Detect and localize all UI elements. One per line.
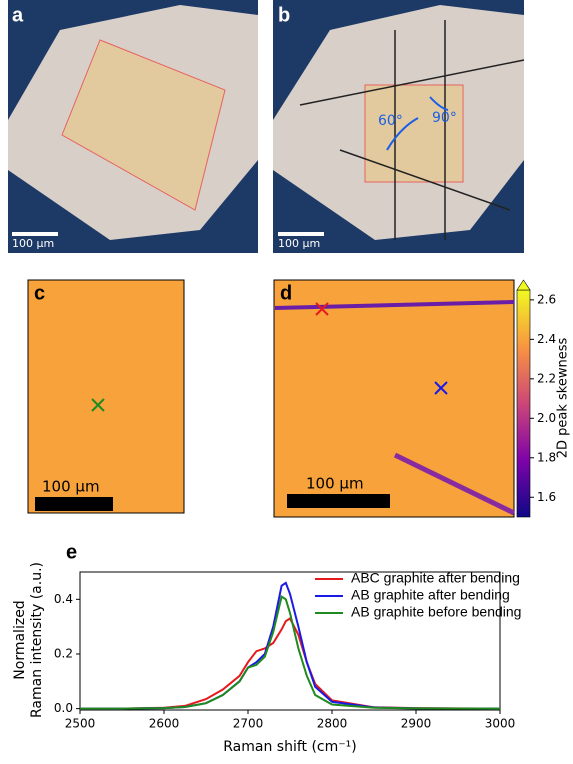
colorbar-label: 2D peak skewness — [556, 338, 571, 459]
line — [80, 617, 501, 710]
panel-label: e — [66, 541, 77, 563]
panel-b-image — [273, 0, 525, 253]
x-tick-label: 2500 — [65, 717, 96, 731]
scale-label: 100 µm — [306, 475, 364, 493]
colorbar-tick-label: 2.2 — [537, 371, 556, 385]
colorbar-tick-label: 1.6 — [537, 490, 556, 504]
y-axis-label: Raman intensity (a.u.) — [29, 562, 45, 718]
scale-label: 100 µm — [278, 237, 320, 250]
x-tick-label: 2700 — [233, 717, 264, 731]
panel-c-map — [27, 279, 185, 514]
x-tick-label: 2600 — [149, 717, 180, 731]
colorbar-tick-label: 2.4 — [537, 332, 556, 346]
scale-label: 100 µm — [42, 478, 100, 496]
panel-label: d — [280, 282, 292, 304]
line — [80, 594, 501, 710]
scale-label: 100 µm — [12, 237, 54, 250]
x-tick-label: 2900 — [401, 717, 432, 731]
colorbar — [516, 289, 531, 518]
legend-label: ABC graphite after bending — [351, 570, 520, 586]
colorbar-tick-label: 1.8 — [537, 450, 556, 464]
plot-frame — [79, 571, 501, 711]
legend-label: AB graphite after bending — [351, 587, 510, 603]
angle-label: 60° — [378, 113, 403, 129]
x-tick-label: 3000 — [485, 717, 516, 731]
colorbar-tick-label: 2.6 — [537, 292, 556, 306]
x-axis-label: Raman shift (cm⁻¹) — [223, 739, 356, 755]
colorbar-tick-label: 2.0 — [537, 411, 556, 425]
x-tick-label: 2800 — [317, 717, 348, 731]
y-tick-label: 0.0 — [54, 701, 73, 715]
angle-label: 90° — [432, 110, 457, 126]
y-tick-label: 0.2 — [54, 646, 73, 660]
panel-label: c — [34, 282, 45, 304]
panel-label: a — [12, 4, 24, 26]
colorbar-extend — [516, 279, 531, 291]
panel-label: b — [278, 4, 290, 26]
legend-label: AB graphite before bending — [351, 604, 521, 620]
y-axis-label: Normalized — [12, 600, 28, 679]
panel-d-map — [273, 279, 516, 518]
y-tick-label: 0.4 — [54, 592, 73, 606]
panel-a-image — [8, 0, 258, 253]
